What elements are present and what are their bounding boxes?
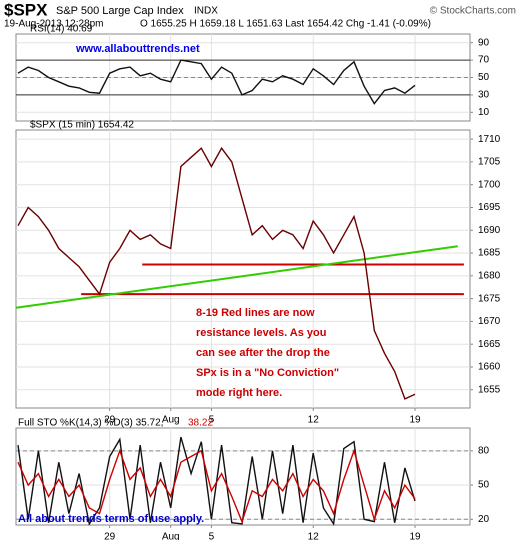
datetime: 19-Aug-2013 12:28pm — [4, 19, 104, 30]
y-tick-label: 1705 — [478, 157, 501, 168]
watermark: © StockCharts.com — [430, 6, 516, 17]
y-tick-label: 80 — [478, 445, 490, 456]
index-name: S&P 500 Large Cap Index — [56, 5, 184, 17]
x-tick-label: 5 — [209, 415, 215, 426]
quote: O 1655.25 H 1659.18 L 1651.63 Last 1654.… — [140, 19, 431, 30]
site-label: www.allabouttrends.net — [75, 43, 200, 55]
annotation: can see after the drop the — [196, 347, 330, 359]
y-tick-label: 1660 — [478, 362, 501, 373]
y-tick-label: 1700 — [478, 179, 501, 190]
x-tick-label: 19 — [409, 415, 421, 426]
annotation: 8-19 Red lines are now — [196, 307, 315, 319]
y-tick-label: 50 — [478, 72, 490, 83]
series-line — [17, 146, 416, 400]
y-tick-label: 1685 — [478, 248, 501, 259]
annotation: resistance levels. As you — [196, 327, 326, 339]
series-line — [17, 59, 416, 105]
panel-label-value: 38.22 — [188, 418, 213, 429]
x-tick-label: Aug — [162, 532, 180, 540]
x-tick-label: 29 — [104, 532, 116, 540]
y-tick-label: 1665 — [478, 339, 501, 350]
panel-label: Full STO %K(14,3) %D(3) 35.72, — [18, 418, 163, 429]
y-tick-label: 30 — [478, 90, 490, 101]
x-tick-label: 12 — [308, 415, 320, 426]
y-tick-label: 90 — [478, 37, 490, 48]
panel-label: RSI(14) 40.69 — [30, 24, 93, 35]
y-tick-label: 50 — [478, 480, 490, 491]
panel-frame — [15, 129, 471, 409]
series-line — [17, 448, 416, 524]
y-tick-label: 70 — [478, 55, 490, 66]
panel-label: $SPX (15 min) 1654.42 — [30, 120, 134, 131]
annotation: SPx is in a "No Conviction" — [196, 367, 339, 379]
y-tick-label: 1675 — [478, 293, 501, 304]
y-tick-label: 1680 — [478, 270, 501, 281]
symbol: $SPX — [4, 0, 48, 19]
exchange: INDX — [194, 6, 218, 17]
x-tick-label: 29 — [104, 415, 116, 426]
footer-note: All about trends terms of use apply. — [18, 513, 204, 525]
x-tick-label: 5 — [209, 532, 215, 540]
y-tick-label: 1655 — [478, 384, 501, 395]
panel-frame — [15, 427, 471, 526]
trend-line — [15, 245, 458, 309]
y-tick-label: 1710 — [478, 134, 501, 145]
x-tick-label: Aug — [162, 415, 180, 426]
y-tick-label: 1690 — [478, 225, 501, 236]
y-tick-label: 1695 — [478, 202, 501, 213]
y-tick-label: 20 — [478, 514, 490, 525]
y-tick-label: 10 — [478, 107, 490, 118]
annotation: mode right here. — [196, 387, 282, 399]
y-tick-label: 1670 — [478, 316, 501, 327]
x-tick-label: 19 — [409, 532, 421, 540]
x-tick-label: 12 — [308, 532, 320, 540]
